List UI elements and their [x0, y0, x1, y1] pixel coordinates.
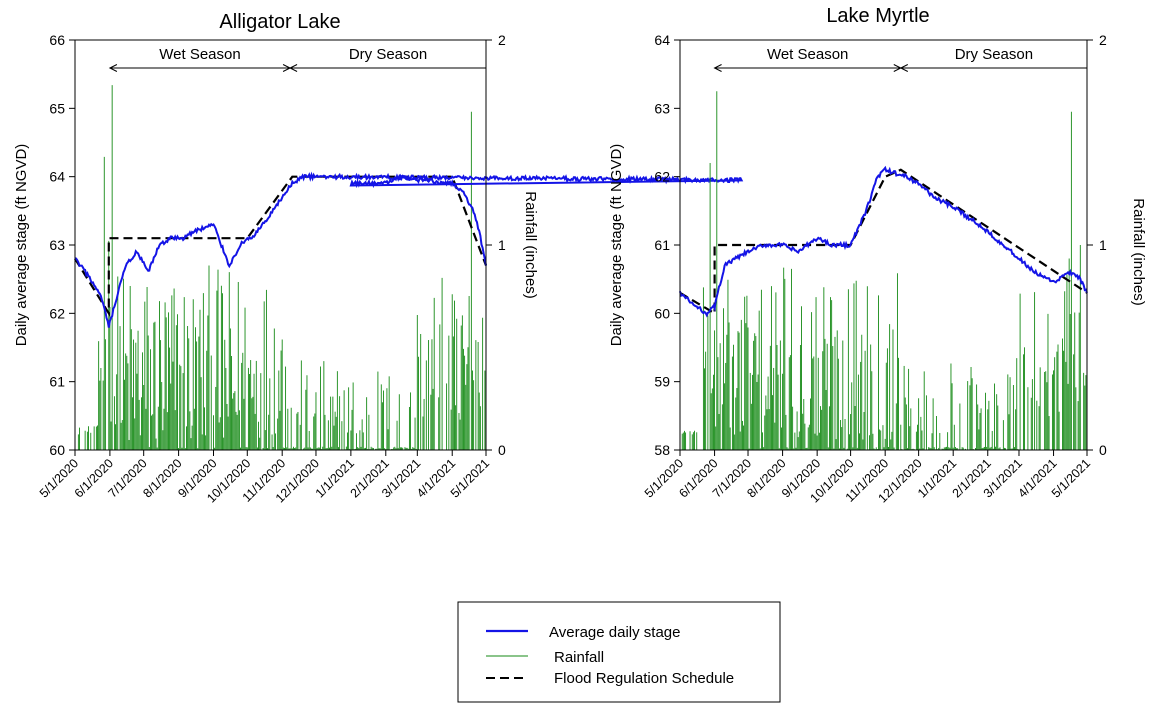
season-arrowhead [108, 64, 118, 72]
stage-line [74, 171, 744, 328]
y-tick-label: 60 [49, 442, 65, 458]
y-tick-label: 63 [654, 100, 670, 116]
y-tick-label: 59 [654, 374, 670, 390]
legend-schedule-label: Flood Regulation Schedule [554, 670, 734, 687]
y-tick-label: 62 [49, 305, 65, 321]
rainfall-series [77, 85, 487, 450]
chart-title: Lake Myrtle [826, 5, 929, 27]
plot-area: 585960616263640125/1/20206/1/20207/1/202… [642, 32, 1107, 505]
y-tick-label: 64 [654, 32, 670, 48]
schedule-line [74, 175, 488, 318]
y2-axis-label: Rainfall (inches) [1130, 198, 1147, 306]
season-label: Wet Season [767, 46, 848, 63]
y2-axis-label: Rainfall (inches) [522, 191, 539, 299]
plot-area: 606162636465660125/1/20206/1/20207/1/202… [37, 32, 744, 505]
y-tick-label: 63 [49, 237, 65, 253]
legend: Average daily stage Rainfall Flood Regul… [457, 601, 781, 703]
season-label: Dry Season [955, 46, 1033, 63]
legend-rainfall-label: Rainfall [554, 649, 604, 666]
y2-tick-label: 2 [1099, 32, 1107, 48]
rainfall-series [681, 91, 1087, 450]
season-arrowhead [288, 64, 298, 72]
y-axis-label-group: Daily average stage (ft NGVD) [13, 144, 30, 347]
legend-stage-label: Average daily stage [549, 624, 680, 641]
legend-box [457, 601, 781, 703]
y-axis-label: Daily average stage (ft NGVD) [608, 144, 625, 347]
y2-tick-label: 0 [498, 442, 506, 458]
y-tick-label: 61 [654, 237, 670, 253]
y-tick-label: 64 [49, 169, 65, 185]
chart-panel-lake-myrtle: Lake Myrtle Daily average stage (ft NGVD… [608, 5, 1147, 505]
season-label: Dry Season [349, 46, 427, 63]
stage-line [679, 165, 1088, 318]
y-tick-label: 61 [49, 374, 65, 390]
chart-panel-alligator-lake: Alligator Lake Daily average stage (ft N… [13, 11, 744, 505]
y-tick-label: 65 [49, 100, 65, 116]
y-axis-label: Daily average stage (ft NGVD) [13, 144, 30, 347]
season-arrowhead [899, 64, 909, 72]
y2-tick-label: 1 [498, 237, 506, 253]
y2-tick-label: 1 [1099, 237, 1107, 253]
y-tick-label: 60 [654, 305, 670, 321]
schedule-line [679, 168, 1088, 316]
y-tick-label: 58 [654, 442, 670, 458]
y-tick-label: 62 [654, 169, 670, 185]
y2-tick-label: 2 [498, 32, 506, 48]
y-tick-label: 66 [49, 32, 65, 48]
y2-tick-label: 0 [1099, 442, 1107, 458]
chart-title: Alligator Lake [219, 11, 340, 33]
season-label: Wet Season [159, 46, 240, 63]
season-arrowhead [713, 64, 722, 72]
